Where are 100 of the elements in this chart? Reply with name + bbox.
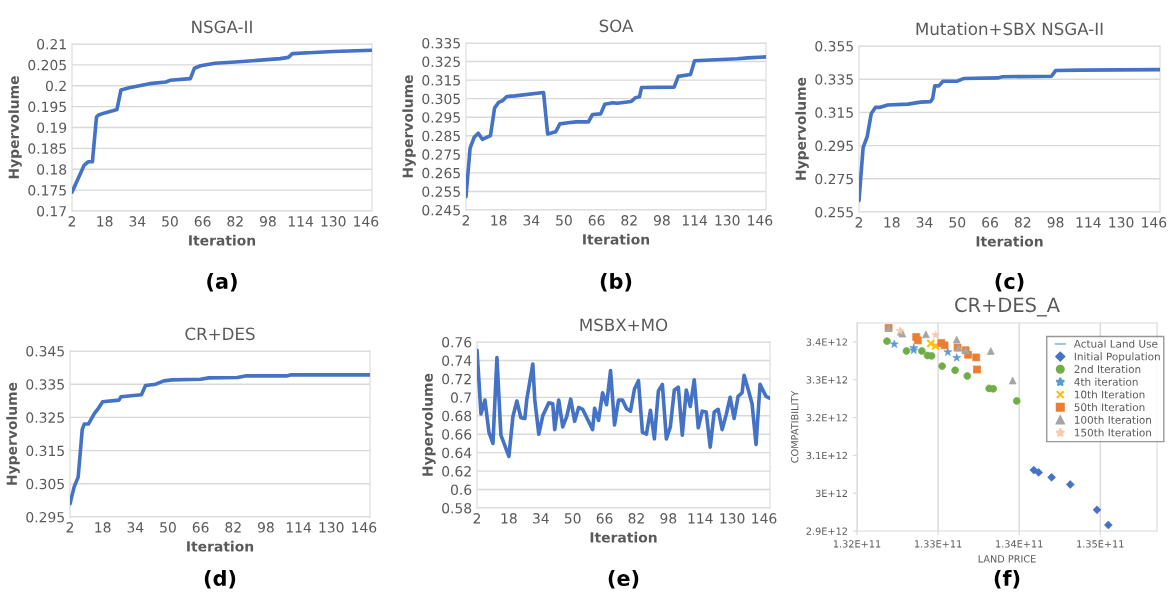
x-tick-label: 66 [596, 513, 613, 524]
y-tick-label: 3.2E+12 [806, 414, 847, 422]
y-tick-label: 0.265 [422, 167, 460, 179]
x-tick-label: 146 [352, 522, 377, 533]
x-tick-label: 82 [1014, 217, 1031, 228]
x-tick-label: 50 [160, 522, 176, 533]
y-tick-label: 0.305 [422, 93, 460, 105]
y-tick-label: 0.315 [422, 75, 460, 86]
x-tick-label: 146 [1142, 217, 1167, 228]
x-tick-label: 50 [949, 217, 966, 228]
y-tick-label: 0.195 [28, 101, 66, 113]
x-tick-label: 2 [473, 513, 481, 524]
x-tick-label: 82 [225, 522, 241, 533]
chart-title: NSGA-II [192, 20, 252, 34]
x-axis-title: Iteration [976, 235, 1043, 247]
y-axis-title: Hypervolume [795, 77, 809, 180]
legend-label: Actual Land Use [1073, 339, 1158, 348]
y-tick-label: 0.325 [26, 412, 64, 423]
x-tick-label: 18 [491, 215, 507, 226]
y-tick-label: 0.58 [442, 502, 472, 514]
y-tick-label: 0.315 [26, 445, 64, 457]
y-tick-label: 0.305 [26, 478, 64, 490]
y-tick-label: 0.245 [422, 204, 460, 216]
chart-title: CR+DES_A [955, 297, 1060, 317]
text: (e) [608, 569, 639, 589]
x-axis-title: Iteration [590, 531, 657, 543]
y-tick-label: 0.285 [422, 130, 460, 142]
y-tick-label: 0.275 [815, 173, 853, 185]
x-tick-label: 146 [748, 215, 773, 226]
y-tick-label: 0.345 [26, 345, 64, 357]
y-tick-label: 0.355 [815, 40, 853, 52]
x-tick-label: 50 [564, 513, 581, 524]
y-tick-label: 0.335 [422, 37, 460, 49]
x-tick-label: 2 [462, 215, 470, 226]
x-tick-label: 50 [556, 215, 572, 226]
x-tick-label: 2 [66, 522, 74, 533]
x-tick-label: 34 [533, 513, 549, 524]
x-tick-label: 114 [682, 215, 708, 226]
y-tick-label: 0.64 [442, 447, 472, 459]
y-tick-label: 0.335 [26, 379, 64, 390]
x-tick-label: 34 [127, 522, 144, 533]
x-tick-label: 98 [257, 522, 274, 533]
x-tick-label: 98 [660, 513, 677, 524]
y-axis-title: Hypervolume [6, 382, 20, 485]
y-tick-label: 0.2 [45, 80, 66, 92]
y-tick-label: 0.325 [422, 56, 460, 68]
x-tick-label: 18 [95, 522, 111, 533]
chart-title: MSBX+MO [580, 318, 668, 332]
y-axis-title: Hypervolume [402, 75, 416, 178]
x-tick-label: 82 [227, 216, 243, 227]
y-tick-label: 0.74 [442, 355, 472, 366]
legend-label: Initial Population [1074, 352, 1160, 363]
x-tick-label: 146 [354, 216, 379, 227]
x-tick-label: 1.34E+11 [996, 540, 1043, 548]
legend-label: 2nd Iteration [1074, 365, 1141, 374]
text: (d) [204, 569, 236, 589]
x-tick-label: 18 [884, 217, 900, 228]
y-tick-label: 0.205 [28, 59, 66, 71]
y-tick-label: 0.19 [37, 122, 67, 133]
legend-label: 50th Iteration [1074, 403, 1145, 412]
x-tick-label: 98 [653, 215, 670, 226]
x-tick-label: 114 [688, 513, 713, 524]
legend-label: 4th iteration [1074, 377, 1138, 386]
x-tick-label: 34 [916, 217, 933, 228]
x-tick-label: 66 [982, 217, 999, 228]
x-tick-label: 66 [192, 522, 209, 533]
x-tick-label: 18 [501, 513, 517, 524]
x-tick-label: 82 [628, 513, 644, 524]
x-tick-label: 1.33E+11 [914, 540, 962, 548]
x-tick-label: 1.32E+11 [833, 540, 881, 548]
x-tick-label: 146 [752, 513, 777, 524]
text: (f) [994, 569, 1020, 589]
x-tick-label: 130 [321, 216, 346, 227]
y-tick-label: 0.295 [26, 511, 64, 523]
y-tick-label: 0.175 [28, 185, 66, 196]
x-tick-label: 2 [68, 216, 76, 227]
x-axis-title: Iteration [187, 540, 254, 552]
chart-title: CR+DES [185, 327, 255, 341]
text: (c) [995, 272, 1024, 292]
y-tick-label: 0.255 [422, 186, 460, 197]
chart-title: SOA [599, 19, 634, 33]
y-tick-label: 0.66 [442, 429, 472, 440]
y-axis-title: Hypervolume [8, 76, 22, 179]
x-tick-label: 2 [855, 217, 863, 228]
y-tick-label: 3.1E+12 [806, 451, 847, 460]
y-tick-label: 0.295 [815, 140, 853, 152]
legend-label: 150th Iteration [1074, 428, 1151, 437]
y-tick-label: 0.275 [422, 149, 460, 160]
x-tick-label: 18 [97, 216, 113, 227]
x-tick-label: 98 [259, 216, 276, 227]
y-tick-label: 0.315 [815, 107, 853, 118]
text: (b) [600, 272, 632, 292]
y-tick-label: 0.72 [442, 373, 471, 385]
y-tick-label: 0.17 [37, 205, 66, 217]
x-tick-label: 66 [194, 216, 211, 227]
x-tick-label: 114 [286, 522, 312, 533]
x-tick-label: 130 [1109, 217, 1134, 228]
y-tick-label: 0.6 [450, 484, 472, 496]
x-tick-label: 98 [1047, 217, 1064, 228]
y-tick-label: 2.9E+12 [806, 527, 847, 535]
